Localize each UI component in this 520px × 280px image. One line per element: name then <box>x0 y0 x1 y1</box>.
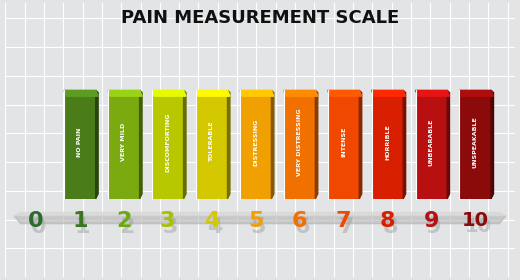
Text: 10: 10 <box>464 217 491 236</box>
Polygon shape <box>491 90 493 199</box>
Text: 3: 3 <box>163 217 178 237</box>
Polygon shape <box>14 216 506 224</box>
Text: 4: 4 <box>206 217 222 237</box>
Text: 1: 1 <box>72 211 88 230</box>
Text: 1: 1 <box>75 217 90 237</box>
Text: VERY DISTRESSING: VERY DISTRESSING <box>297 108 302 176</box>
Bar <box>64 90 96 199</box>
Text: 7: 7 <box>339 217 354 237</box>
Text: VERY MILD: VERY MILD <box>121 123 126 161</box>
Polygon shape <box>460 90 493 96</box>
Bar <box>284 90 315 199</box>
Text: 4: 4 <box>204 211 219 230</box>
Text: 7: 7 <box>336 211 351 230</box>
Polygon shape <box>14 213 506 216</box>
Bar <box>460 90 491 199</box>
Text: 6: 6 <box>294 217 310 237</box>
Polygon shape <box>328 90 362 96</box>
Polygon shape <box>227 90 230 199</box>
Text: 2: 2 <box>119 217 134 237</box>
Bar <box>152 90 184 199</box>
Bar <box>108 90 140 199</box>
Polygon shape <box>359 90 362 199</box>
Polygon shape <box>196 90 230 96</box>
Polygon shape <box>108 90 142 96</box>
Bar <box>328 90 359 199</box>
Text: NO PAIN: NO PAIN <box>77 127 82 157</box>
Text: 6: 6 <box>292 211 307 230</box>
Bar <box>196 90 227 199</box>
Text: 9: 9 <box>426 217 441 237</box>
Polygon shape <box>372 90 406 96</box>
Text: 0: 0 <box>28 211 44 230</box>
Polygon shape <box>240 90 274 96</box>
Polygon shape <box>415 90 450 96</box>
Text: PAIN MEASUREMENT SCALE: PAIN MEASUREMENT SCALE <box>121 9 399 27</box>
Polygon shape <box>140 90 142 199</box>
Polygon shape <box>152 90 186 96</box>
Text: 5: 5 <box>248 211 263 230</box>
Text: 0: 0 <box>31 217 46 237</box>
Text: INTENSE: INTENSE <box>341 127 346 157</box>
Text: 5: 5 <box>251 217 266 237</box>
Text: UNSPEAKABLE: UNSPEAKABLE <box>473 116 478 168</box>
Text: DISCOMFORTING: DISCOMFORTING <box>165 112 170 172</box>
Polygon shape <box>96 90 98 199</box>
Text: 10: 10 <box>462 211 489 230</box>
Bar <box>415 90 447 199</box>
Text: HORRIBLE: HORRIBLE <box>385 124 390 160</box>
Polygon shape <box>447 90 450 199</box>
Text: DISTRESSING: DISTRESSING <box>253 118 258 166</box>
Text: TOLERABLE: TOLERABLE <box>209 122 214 162</box>
Text: 8: 8 <box>382 217 398 237</box>
Bar <box>372 90 403 199</box>
Text: 8: 8 <box>380 211 395 230</box>
Polygon shape <box>284 90 318 96</box>
Text: UNBEARABLE: UNBEARABLE <box>429 118 434 166</box>
Polygon shape <box>64 90 98 96</box>
Text: 3: 3 <box>160 211 175 230</box>
Polygon shape <box>403 90 406 199</box>
Polygon shape <box>271 90 274 199</box>
Text: 2: 2 <box>116 211 132 230</box>
Text: 9: 9 <box>424 211 439 230</box>
Bar <box>240 90 271 199</box>
Polygon shape <box>315 90 318 199</box>
Polygon shape <box>184 90 186 199</box>
